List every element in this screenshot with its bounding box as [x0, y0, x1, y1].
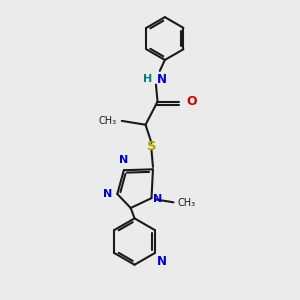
Text: CH₃: CH₃	[98, 116, 116, 126]
Text: N: N	[153, 194, 162, 204]
Text: N: N	[157, 73, 167, 86]
Text: O: O	[187, 95, 197, 108]
Text: N: N	[157, 255, 167, 268]
Text: N: N	[118, 155, 128, 166]
Text: N: N	[103, 189, 112, 199]
Text: H: H	[143, 74, 152, 84]
Text: CH₃: CH₃	[177, 199, 195, 208]
Text: S: S	[147, 140, 156, 153]
